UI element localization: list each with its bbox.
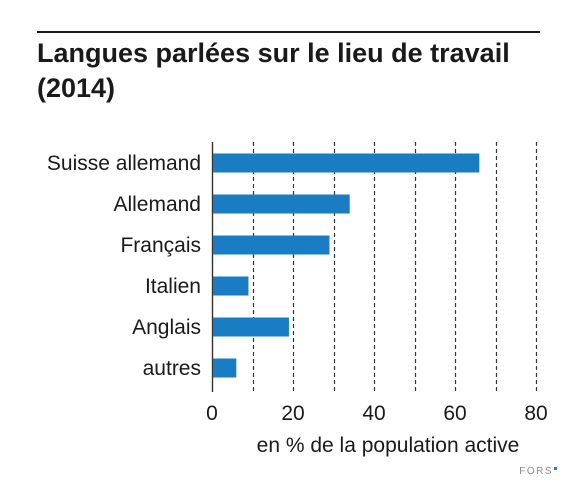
category-labels: Suisse allemand Allemand Français Italien An…	[47, 152, 201, 380]
bar	[213, 358, 237, 378]
source-label: FORS	[519, 466, 557, 477]
bar	[213, 153, 480, 173]
chart-title: Langues parlées sur le lieu de travail (…	[37, 36, 557, 106]
bar	[213, 235, 330, 255]
bar	[213, 276, 249, 296]
category-label: Anglais	[132, 316, 201, 339]
category-label: Suisse allemand	[47, 152, 201, 175]
title-rule	[37, 31, 540, 33]
source-dot-icon	[554, 467, 557, 470]
chart-title-line-1: Langues parlées sur le lieu de travail	[37, 38, 510, 68]
grid-lines	[211, 142, 538, 392]
bars	[213, 153, 480, 378]
x-tick-label: 80	[524, 402, 547, 425]
x-tick-label: 40	[362, 402, 385, 425]
bar	[213, 194, 350, 214]
category-label: Italien	[145, 275, 201, 298]
x-tick-label: 60	[443, 402, 466, 425]
x-axis-title: en % de la population active	[257, 434, 520, 457]
x-tick-label: 0	[206, 402, 218, 425]
chart-title-line-2: (2014)	[37, 73, 116, 103]
x-tick-labels: 0 20 40 60 80	[206, 402, 548, 425]
source-text: FORS	[519, 466, 553, 477]
bar	[213, 317, 289, 337]
category-label: Allemand	[113, 193, 201, 216]
category-label: Français	[120, 234, 201, 257]
x-tick-label: 20	[281, 402, 304, 425]
category-label: autres	[143, 357, 201, 380]
